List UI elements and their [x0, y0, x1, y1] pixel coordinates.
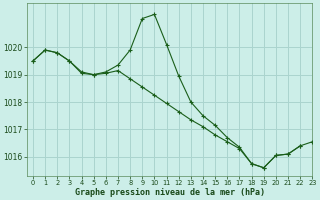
X-axis label: Graphe pression niveau de la mer (hPa): Graphe pression niveau de la mer (hPa)	[75, 188, 265, 197]
